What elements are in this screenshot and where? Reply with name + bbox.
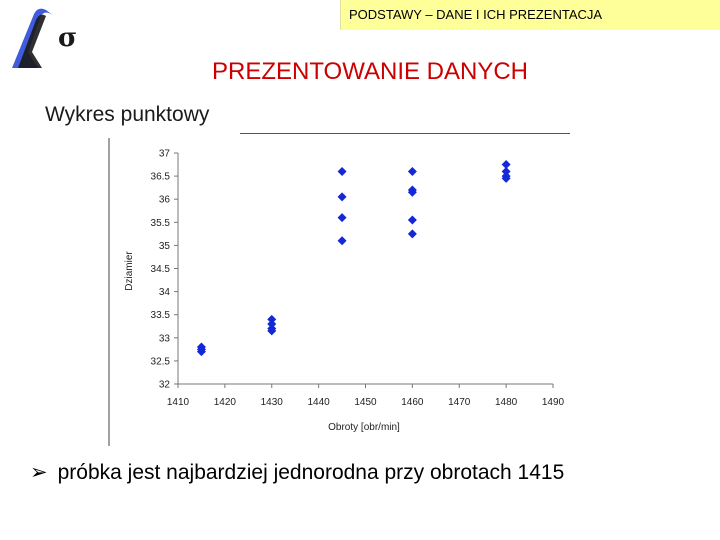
y-tick-label: 33.5 (151, 310, 171, 321)
y-tick-label: 34 (159, 287, 171, 298)
data-point (337, 213, 347, 223)
scatter-chart: 32 32.5 33 33.5 34 34.5 35 35.5 36 36.5 37 1410 142… (108, 138, 565, 446)
data-point (196, 342, 206, 352)
y-tick-label: 35.5 (151, 218, 171, 229)
y-tick-label: 35 (159, 241, 171, 252)
subtitle-underline (240, 133, 570, 134)
bullet-text: próbka jest najbardziej jednorodna przy … (57, 461, 565, 484)
y-tick-label: 37 (159, 149, 171, 160)
x-tick-label: 1420 (214, 397, 237, 408)
data-points (196, 160, 511, 357)
y-tick-label: 36.5 (151, 172, 171, 183)
data-point (407, 229, 417, 239)
data-point (267, 314, 277, 324)
y-tick-labels: 32 32.5 33 33.5 34 34.5 35 35.5 36 36.5 37 (151, 149, 178, 391)
y-tick-label: 32 (159, 380, 171, 391)
x-tick-label: 1410 (167, 397, 190, 408)
lambda-sigma-logo: σ (12, 8, 77, 69)
data-point (267, 326, 277, 336)
data-point (501, 166, 511, 176)
x-tick-label: 1460 (401, 397, 424, 408)
data-point (337, 166, 347, 176)
bullet-point: ➢ próbka jest najbardziej jednorodna przy… (30, 460, 564, 485)
y-tick-label: 32.5 (151, 356, 171, 367)
arrow-bullet-icon: ➢ (30, 460, 48, 484)
y-tick-label: 36 (159, 195, 171, 206)
x-tick-label: 1490 (542, 397, 565, 408)
svg-text:σ: σ (58, 23, 77, 53)
data-point (267, 319, 277, 329)
y-tick-label: 33 (159, 333, 171, 344)
plot-axes (177, 153, 553, 385)
slide-subtitle: Wykres punktowy (45, 103, 210, 126)
data-point (407, 166, 417, 176)
x-tick-label: 1470 (448, 397, 471, 408)
y-axis-label: Dziamier (124, 251, 135, 291)
x-tick-label: 1480 (495, 397, 518, 408)
data-point (407, 187, 417, 197)
header-bar: PODSTAWY – DANE I ICH PREZENTACJA (340, 0, 720, 30)
x-axis-label: Obroty [obr/min] (328, 422, 400, 433)
data-point (337, 192, 347, 202)
data-point (501, 173, 511, 183)
x-tick-label: 1430 (261, 397, 284, 408)
slide-title: PREZENTOWANIE DANYCH (211, 58, 529, 85)
data-point (501, 160, 511, 170)
x-tick-label: 1440 (308, 397, 331, 408)
data-point (337, 236, 347, 246)
y-tick-label: 34.5 (151, 264, 171, 275)
x-tick-labels: 1410 1420 1430 1440 1450 1460 1470 1480 1490 (167, 384, 565, 408)
header-title: PODSTAWY – DANE I ICH PREZENTACJA (349, 7, 603, 22)
data-point (407, 215, 417, 225)
x-tick-label: 1450 (354, 397, 377, 408)
